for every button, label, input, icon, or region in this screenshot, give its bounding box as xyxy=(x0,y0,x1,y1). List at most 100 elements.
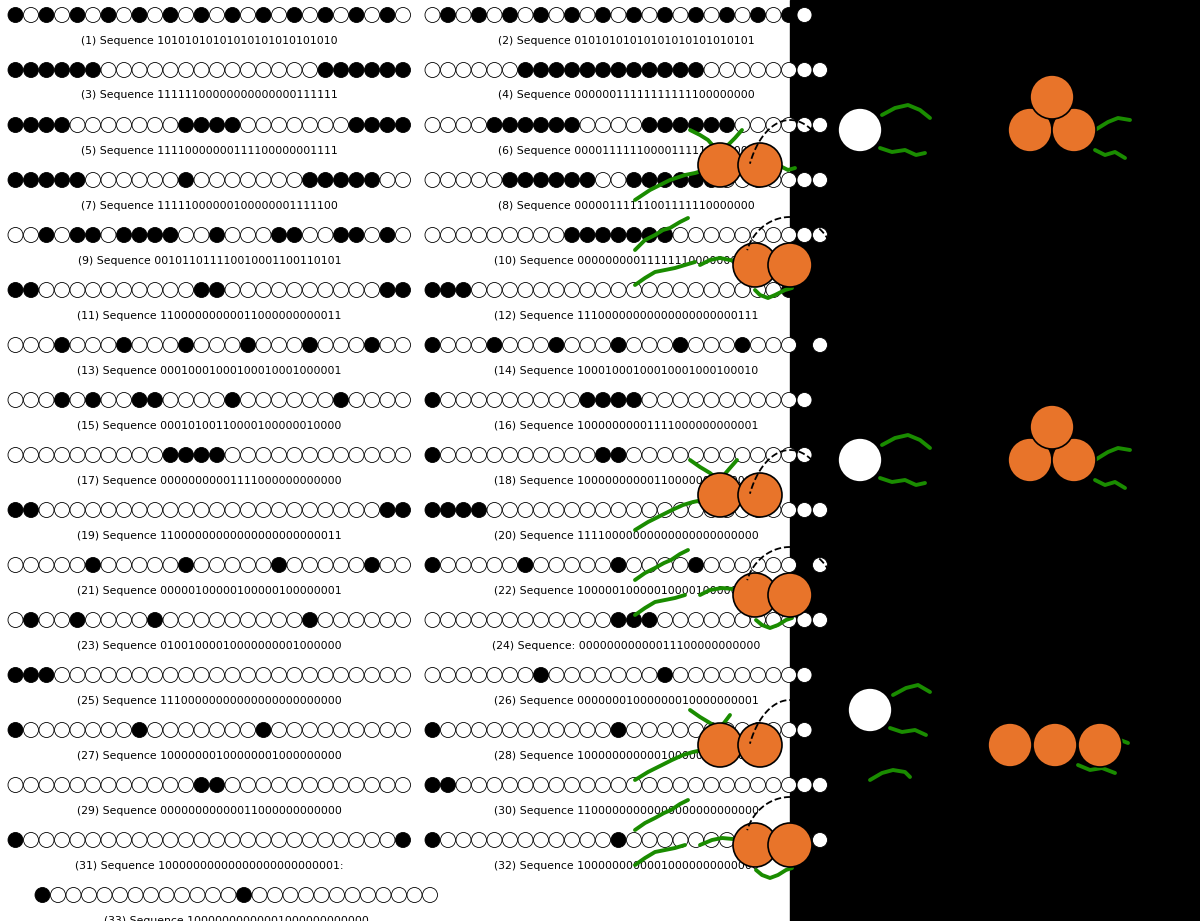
Circle shape xyxy=(54,63,70,77)
Circle shape xyxy=(24,612,38,627)
Circle shape xyxy=(349,722,364,738)
Circle shape xyxy=(24,7,38,22)
Circle shape xyxy=(54,557,70,573)
Circle shape xyxy=(24,777,38,792)
Circle shape xyxy=(720,172,734,188)
Circle shape xyxy=(240,448,256,462)
Circle shape xyxy=(54,612,70,627)
Circle shape xyxy=(642,392,658,407)
Circle shape xyxy=(396,337,410,353)
Circle shape xyxy=(116,612,132,627)
Circle shape xyxy=(673,668,688,682)
Circle shape xyxy=(365,448,379,462)
Circle shape xyxy=(148,448,162,462)
Circle shape xyxy=(8,227,23,242)
Circle shape xyxy=(425,833,440,847)
Circle shape xyxy=(766,283,781,297)
Circle shape xyxy=(256,172,271,188)
Circle shape xyxy=(349,668,364,682)
Circle shape xyxy=(116,722,132,738)
Circle shape xyxy=(766,668,781,682)
Circle shape xyxy=(440,227,456,242)
Circle shape xyxy=(334,337,348,353)
Circle shape xyxy=(518,392,533,407)
Circle shape xyxy=(38,118,54,133)
Circle shape xyxy=(101,7,116,22)
Circle shape xyxy=(564,227,580,242)
Circle shape xyxy=(221,888,236,903)
Circle shape xyxy=(642,668,658,682)
Text: (20) Sequence 11110000000000000000000000: (20) Sequence 11110000000000000000000000 xyxy=(494,530,758,541)
Circle shape xyxy=(334,557,348,573)
Text: (13) Sequence 00010001000100010001000001: (13) Sequence 00010001000100010001000001 xyxy=(77,366,342,376)
Circle shape xyxy=(70,172,85,188)
Circle shape xyxy=(194,7,209,22)
Circle shape xyxy=(101,833,116,847)
Circle shape xyxy=(580,227,595,242)
Circle shape xyxy=(85,172,101,188)
Circle shape xyxy=(318,392,334,407)
Circle shape xyxy=(380,172,395,188)
Circle shape xyxy=(8,777,23,792)
Circle shape xyxy=(689,722,703,738)
Circle shape xyxy=(440,7,456,22)
Circle shape xyxy=(287,722,302,738)
Circle shape xyxy=(595,777,611,792)
Circle shape xyxy=(698,723,742,767)
Circle shape xyxy=(564,612,580,627)
Circle shape xyxy=(302,833,318,847)
Circle shape xyxy=(550,172,564,188)
Circle shape xyxy=(349,63,364,77)
Circle shape xyxy=(302,722,318,738)
Circle shape xyxy=(425,668,440,682)
Circle shape xyxy=(838,438,882,482)
Circle shape xyxy=(750,833,766,847)
Circle shape xyxy=(580,283,595,297)
Circle shape xyxy=(38,612,54,627)
Circle shape xyxy=(781,392,797,407)
Circle shape xyxy=(456,612,470,627)
Circle shape xyxy=(734,777,750,792)
Circle shape xyxy=(163,283,178,297)
Circle shape xyxy=(330,888,344,903)
Circle shape xyxy=(271,227,287,242)
Circle shape xyxy=(287,557,302,573)
Circle shape xyxy=(240,172,256,188)
Circle shape xyxy=(611,118,626,133)
Circle shape xyxy=(550,557,564,573)
Circle shape xyxy=(658,668,672,682)
Circle shape xyxy=(334,172,348,188)
Circle shape xyxy=(85,118,101,133)
Circle shape xyxy=(472,722,486,738)
Circle shape xyxy=(518,283,533,297)
Circle shape xyxy=(626,777,642,792)
Circle shape xyxy=(564,557,580,573)
Circle shape xyxy=(376,888,391,903)
Text: (6) Sequence 00001111110000111111000000: (6) Sequence 00001111110000111111000000 xyxy=(498,146,755,156)
Circle shape xyxy=(503,63,517,77)
Circle shape xyxy=(689,612,703,627)
Circle shape xyxy=(611,227,626,242)
Circle shape xyxy=(163,668,178,682)
Circle shape xyxy=(626,63,642,77)
Circle shape xyxy=(425,337,440,353)
Circle shape xyxy=(626,118,642,133)
Circle shape xyxy=(101,777,116,792)
Circle shape xyxy=(503,337,517,353)
Circle shape xyxy=(318,777,334,792)
Circle shape xyxy=(70,227,85,242)
Circle shape xyxy=(226,7,240,22)
Circle shape xyxy=(349,7,364,22)
Circle shape xyxy=(580,668,595,682)
Circle shape xyxy=(287,392,302,407)
Circle shape xyxy=(766,448,781,462)
Circle shape xyxy=(503,833,517,847)
Circle shape xyxy=(425,503,440,518)
Circle shape xyxy=(848,688,892,732)
Circle shape xyxy=(534,337,548,353)
Circle shape xyxy=(85,722,101,738)
Circle shape xyxy=(148,833,162,847)
Circle shape xyxy=(271,557,287,573)
Circle shape xyxy=(35,888,50,903)
Circle shape xyxy=(210,172,224,188)
